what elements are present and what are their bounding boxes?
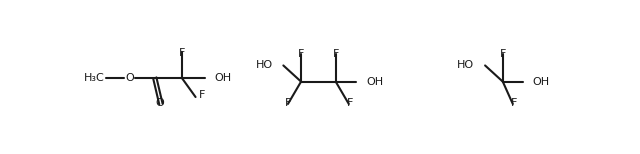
Text: HO: HO xyxy=(457,61,474,70)
Text: F: F xyxy=(285,98,291,108)
Text: F: F xyxy=(511,98,518,108)
Text: OH: OH xyxy=(367,77,383,87)
Text: F: F xyxy=(179,48,185,58)
Text: O: O xyxy=(155,98,164,108)
Text: F: F xyxy=(500,49,506,59)
Text: F: F xyxy=(333,49,339,59)
Text: F: F xyxy=(298,49,304,59)
Text: O: O xyxy=(125,73,134,83)
Text: F: F xyxy=(198,90,205,100)
Text: OH: OH xyxy=(533,77,550,87)
Text: F: F xyxy=(347,98,353,108)
Text: HO: HO xyxy=(255,61,273,70)
Text: OH: OH xyxy=(215,73,232,83)
Text: H₃C: H₃C xyxy=(84,73,105,83)
